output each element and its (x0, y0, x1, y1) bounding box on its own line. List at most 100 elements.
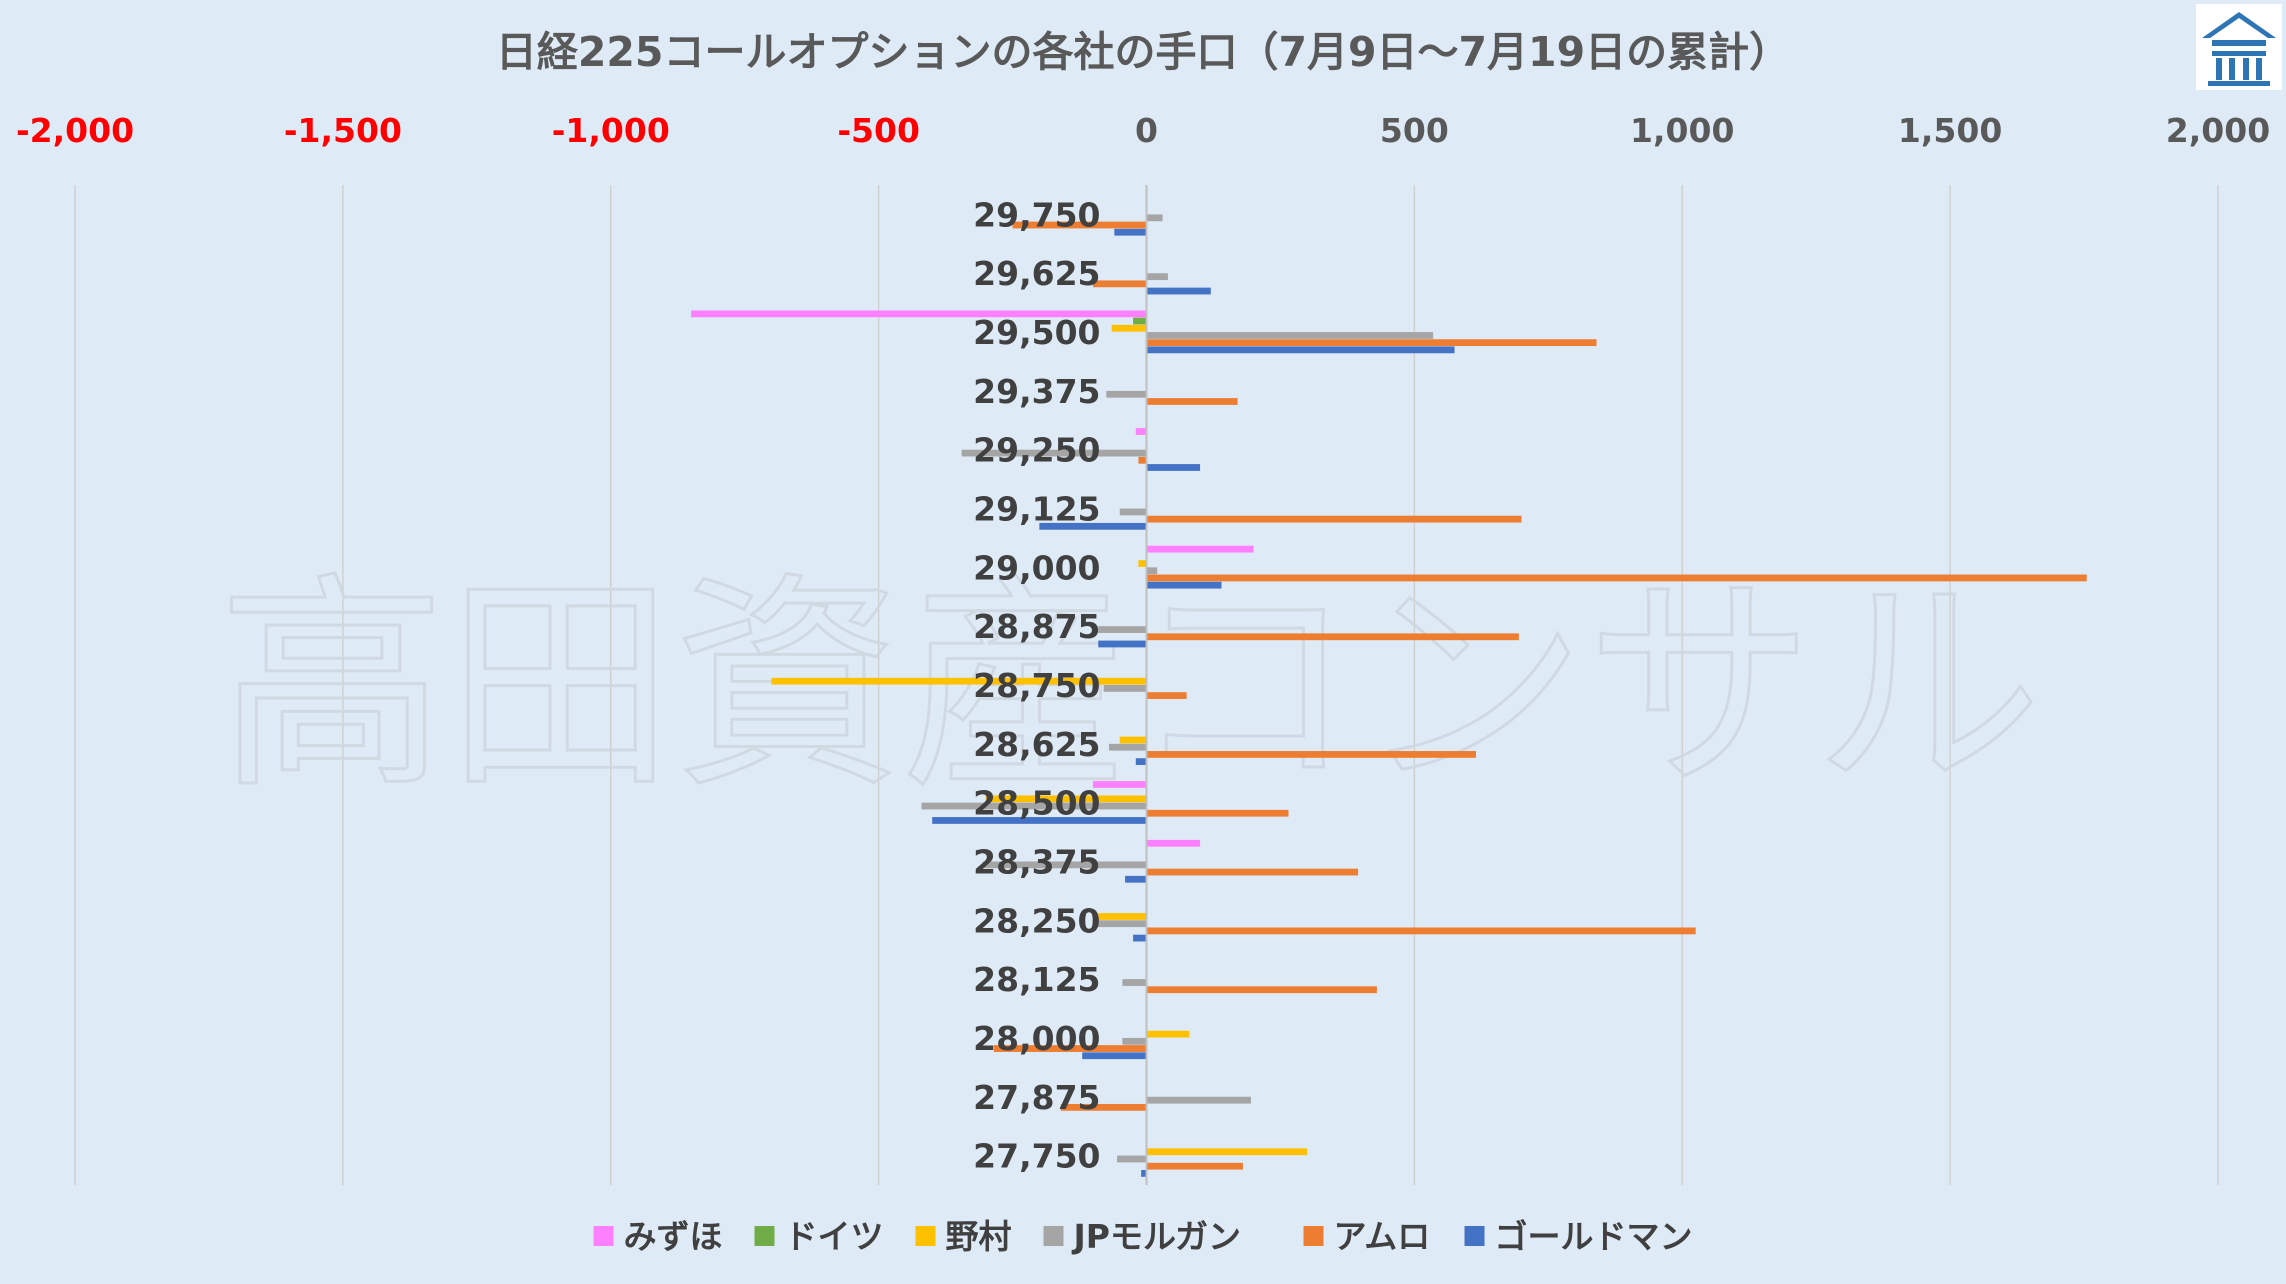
category-label: 28,250 (973, 901, 1100, 940)
bar (1133, 317, 1147, 325)
legend-swatch (1464, 1226, 1485, 1246)
bar (1108, 743, 1147, 751)
legend-label: JPモルガン (1072, 1217, 1241, 1256)
bar (1111, 324, 1147, 332)
bar (1146, 398, 1238, 405)
bar (1082, 1052, 1147, 1060)
bar (1141, 1169, 1147, 1177)
category-label: 29,250 (973, 431, 1100, 470)
building-logo-icon (2196, 4, 2282, 90)
bar (1092, 781, 1147, 788)
bar (1146, 545, 1254, 553)
bar (1092, 920, 1147, 928)
x-tick-label: -2,000 (16, 111, 134, 150)
bar (1146, 339, 1597, 347)
bar (1125, 875, 1147, 883)
bar (1146, 1030, 1190, 1038)
x-tick-label: -500 (837, 111, 920, 150)
chart-title: 日経225コールオプションの各社の手口（7月9日～7月19日の累計） (496, 28, 1790, 76)
legend-label: ドイツ (785, 1217, 884, 1256)
bar (1146, 751, 1476, 758)
bar (1146, 581, 1222, 589)
legend-label: ゴールドマン (1495, 1217, 1693, 1256)
bar (1146, 868, 1359, 876)
bar (1146, 464, 1201, 471)
category-label: 29,000 (973, 548, 1100, 587)
bar (961, 449, 1147, 457)
bar (921, 802, 1147, 810)
bar (1146, 927, 1696, 935)
category-label: 29,125 (973, 490, 1100, 529)
bar (1146, 287, 1211, 295)
bar (1138, 560, 1147, 567)
bar (1146, 567, 1158, 575)
bar (1146, 1148, 1308, 1156)
bar (1012, 221, 1147, 229)
category-label: 29,375 (973, 372, 1100, 411)
category-label: 28,750 (973, 666, 1100, 705)
bar (1146, 515, 1522, 523)
legend-swatch (1303, 1226, 1324, 1246)
bar (985, 795, 1147, 803)
bar (993, 1045, 1147, 1052)
bar (1146, 273, 1168, 281)
bar (1135, 758, 1147, 766)
legend-label: アムロ (1334, 1217, 1431, 1256)
x-tick-label: -1,000 (552, 111, 670, 150)
category-label: 29,750 (973, 195, 1100, 234)
legend-swatch (1043, 1226, 1064, 1246)
bar (1117, 1155, 1147, 1163)
bar (1039, 522, 1147, 530)
bar (1114, 228, 1147, 236)
legend-swatch (593, 1226, 614, 1246)
bar (1103, 685, 1147, 692)
bar (1146, 839, 1201, 847)
category-label: 29,625 (973, 254, 1100, 293)
category-label: 28,625 (973, 725, 1100, 764)
bar (1146, 332, 1434, 339)
x-tick-label: 1,500 (1898, 111, 2002, 150)
legend-swatch (754, 1226, 775, 1246)
legend-swatch (915, 1226, 936, 1246)
bar (1146, 986, 1377, 994)
bar (1146, 1162, 1243, 1170)
bar (1146, 574, 2087, 582)
category-label: 28,875 (973, 607, 1100, 646)
x-tick-label: 2,000 (2166, 111, 2270, 150)
x-tick-label: -1,500 (284, 111, 402, 150)
bar (1106, 390, 1147, 398)
category-label: 27,875 (973, 1078, 1100, 1117)
category-label: 28,500 (973, 784, 1100, 823)
category-label: 28,000 (973, 1019, 1100, 1058)
bar (1122, 979, 1147, 986)
bar (1119, 736, 1147, 744)
bar (1122, 1037, 1147, 1045)
bar (1146, 809, 1289, 817)
x-tick-label: 0 (1135, 111, 1158, 150)
bar (1146, 1096, 1251, 1104)
legend-label: みずほ (624, 1217, 723, 1256)
bar (1133, 934, 1147, 942)
bars (691, 214, 2087, 1177)
category-label: 28,125 (973, 960, 1100, 999)
x-tick-label: 500 (1380, 111, 1449, 150)
bar (932, 817, 1147, 824)
bar (1060, 1103, 1147, 1111)
bar (1098, 626, 1147, 633)
bar (771, 677, 1147, 685)
x-tick-label: 1,000 (1630, 111, 1734, 150)
bar (1098, 640, 1147, 648)
bar (983, 861, 1147, 869)
bar (1146, 633, 1519, 641)
bar (1138, 456, 1147, 464)
category-label: 28,375 (973, 842, 1100, 881)
bar (1135, 428, 1147, 435)
category-labels: 29,750 29,625 29,500 29,375 29,250 29,125 29,0… (973, 195, 1100, 1175)
bar (1092, 280, 1147, 288)
legend-label: 野村 (946, 1217, 1012, 1256)
bar (1146, 692, 1187, 699)
legend: みずほ ドイツ 野村 JPモルガン アムロ ゴールドマン (593, 1217, 1693, 1256)
x-tick-labels: -2,000 -1,500 -1,000 -500 0 500 1,000 1,500 2,00… (16, 111, 2270, 150)
bar (1119, 508, 1147, 516)
